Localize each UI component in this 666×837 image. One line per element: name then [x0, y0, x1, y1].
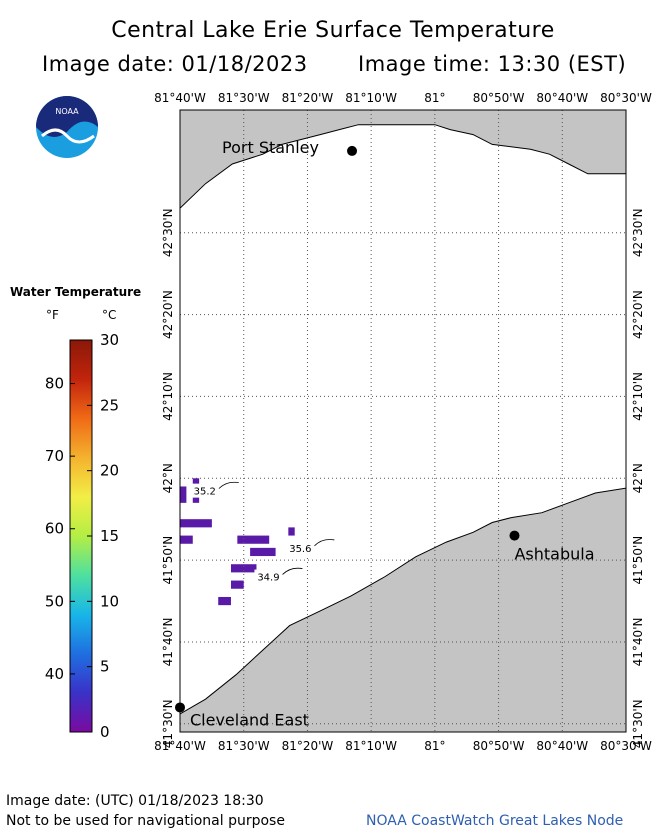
isotherm-line [314, 539, 335, 547]
longitude-label-top: 81°30'W [218, 91, 270, 105]
longitude-label-top: 81° [424, 91, 445, 105]
longitude-label-bottom: 81°40'W [154, 739, 206, 753]
city-marker [347, 145, 358, 156]
image-time: Image time: 13:30 (EST) [358, 52, 627, 76]
temperature-pixel [180, 519, 212, 528]
noaa-logo-text: NOAA [55, 107, 79, 116]
fahrenheit-tick-label: 80 [45, 375, 64, 393]
longitude-label-top: 81°20'W [282, 91, 334, 105]
city-marker [175, 702, 185, 713]
temperature-pixel [237, 535, 270, 544]
city-label: Cleveland East [190, 710, 309, 729]
temperature-pixel [288, 527, 295, 536]
longitude-label-bottom: 81°30'W [218, 739, 270, 753]
celsius-tick-label: 5 [100, 658, 110, 676]
celsius-tick-label: 10 [100, 592, 119, 610]
longitude-label-top: 81°40'W [154, 91, 206, 105]
fahrenheit-tick-label: 40 [45, 665, 64, 683]
latitude-label-left: 41°50'N [161, 536, 175, 585]
latitude-label-right: 42°30'N [631, 208, 645, 257]
longitude-label-bottom: 80°30'W [600, 739, 652, 753]
latitude-label-left: 41°30'N [161, 699, 175, 748]
celsius-tick-label: 15 [100, 527, 119, 545]
isotherm-line [282, 567, 303, 575]
longitude-label-top: 80°40'W [536, 91, 588, 105]
latitude-label-left: 42°30'N [161, 208, 175, 257]
city-label: Ashtabula [514, 545, 594, 564]
latitude-label-left: 42°N [161, 463, 175, 493]
latitude-label-right: 42°N [631, 463, 645, 493]
noaa-node-credit: NOAA CoastWatch Great Lakes Node [366, 813, 624, 829]
celsius-tick-label: 30 [100, 331, 119, 349]
isotherm-label-box [254, 569, 283, 584]
ohio-shore-land [180, 487, 626, 732]
longitude-label-top: 81°10'W [345, 91, 397, 105]
longitude-label-bottom: 80°50'W [473, 739, 525, 753]
image-date: Image date: 01/18/2023 [42, 52, 308, 76]
temperature-pixel [218, 596, 231, 606]
longitude-label-top: 80°30'W [600, 91, 652, 105]
longitude-label-bottom: 81° [424, 739, 445, 753]
legend-unit-c: °C [102, 308, 117, 322]
fahrenheit-tick-label: 50 [45, 592, 64, 610]
city-label: Port Stanley [222, 138, 319, 157]
celsius-tick-label: 0 [100, 723, 110, 741]
isotherm-label: 35.6 [289, 544, 311, 555]
latitude-label-left: 42°10'N [161, 372, 175, 421]
longitude-label-top: 80°50'W [473, 91, 525, 105]
latitude-label-right: 42°10'N [631, 372, 645, 421]
temperature-pixel [250, 547, 276, 557]
isotherm-label: 34.9 [257, 573, 279, 584]
map-frame [179, 109, 627, 733]
temperature-pixel [230, 580, 244, 589]
fahrenheit-tick-label: 60 [45, 520, 64, 538]
celsius-tick-label: 25 [100, 396, 119, 414]
latitude-label-right: 42°20'N [631, 290, 645, 339]
latitude-label-left: 42°20'N [161, 290, 175, 339]
longitude-label-bottom: 81°10'W [345, 739, 397, 753]
utc-image-date: Image date: (UTC) 01/18/2023 18:30 [6, 793, 264, 809]
temperature-pixel [180, 486, 187, 503]
latitude-label-right: 41°50'N [631, 536, 645, 585]
isotherm-label-box [286, 540, 315, 555]
isotherm-label-box [190, 483, 219, 498]
noaa-logo: NOAA [36, 96, 98, 158]
temperature-pixel [180, 535, 193, 544]
longitude-label-bottom: 81°20'W [282, 739, 334, 753]
isotherm-label: 35.2 [194, 487, 216, 498]
navigation-warning: Not to be used for navigational purpose [6, 813, 285, 829]
latitude-label-right: 41°30'N [631, 699, 645, 748]
latitude-label-right: 41°40'N [631, 618, 645, 667]
latitude-label-left: 41°40'N [161, 618, 175, 667]
legend-unit-f: °F [46, 308, 59, 322]
legend-title: Water Temperature [10, 285, 142, 299]
temperature-pixel [230, 564, 257, 573]
longitude-label-bottom: 80°40'W [536, 739, 588, 753]
lake-erie-map: 81°40'W 81°40'W 81°30'W 81°30'W 81°20'W 81°20… [154, 91, 652, 753]
fahrenheit-tick-label: 70 [45, 447, 64, 465]
celsius-tick-label: 20 [100, 462, 119, 480]
page-title: Central Lake Erie Surface Temperature [111, 18, 555, 43]
isotherm-line [218, 481, 239, 489]
city-marker [509, 530, 520, 541]
canada-shore-land [180, 110, 626, 209]
